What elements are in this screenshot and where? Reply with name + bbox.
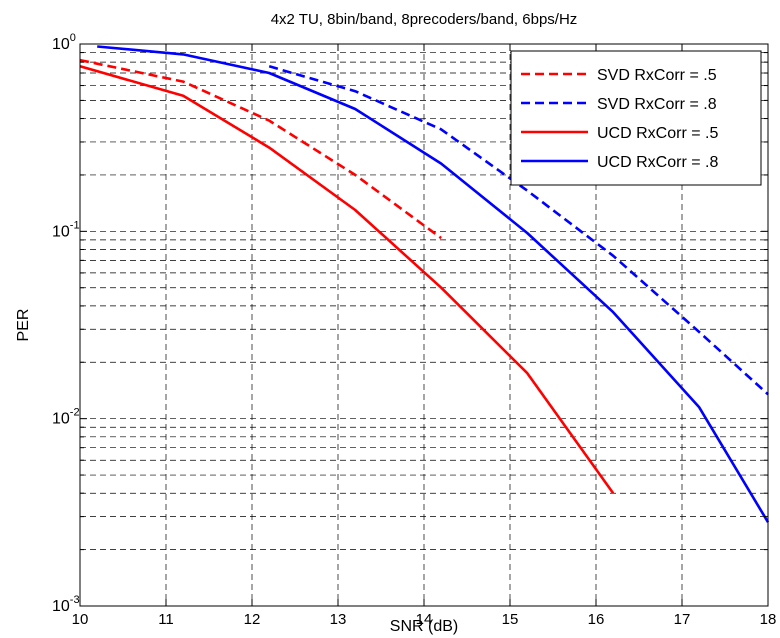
x-tick-labels: 10 11 12 13 14 15 16 17 18	[72, 611, 777, 628]
series-line-1	[79, 58, 442, 240]
legend: SVD RxCorr = .5 SVD RxCorr = .8 UCD RxCorr…	[510, 50, 762, 186]
series-line-2	[268, 65, 769, 396]
legend-label-2: SVD RxCorr = .8	[597, 96, 717, 113]
legend-label-4: UCD RxCorr = .8	[597, 154, 718, 171]
x-tick-label: 14	[416, 611, 433, 628]
y-tick-label: 10-3	[52, 594, 80, 615]
series-line-3	[79, 65, 615, 494]
series-line-4	[97, 45, 770, 523]
x-tick-label: 18	[760, 611, 777, 628]
x-tick-label: 11	[158, 611, 174, 628]
y-tick-label: 10-2	[52, 407, 80, 428]
x-tick-label: 17	[674, 611, 691, 628]
chart-title: 4x2 TU, 8bin/band, 8precoders/band, 6bps…	[271, 11, 578, 28]
x-tick-label: 16	[588, 611, 605, 628]
y-tick-labels: 10-3 10-2 10-1 100	[52, 32, 80, 615]
y-tick-label: 10-1	[52, 219, 80, 240]
x-tick-label: 12	[244, 611, 261, 628]
x-tick-label: 13	[330, 611, 347, 628]
series-lines	[79, 45, 770, 523]
legend-label-3: UCD RxCorr = .5	[597, 125, 718, 142]
legend-label-1: SVD RxCorr = .5	[597, 67, 717, 84]
x-tick-label: 10	[72, 611, 89, 628]
axis-ticks	[79, 44, 769, 607]
x-tick-label: 15	[502, 611, 519, 628]
y-axis-label: PER	[15, 309, 32, 342]
x-axis-label: SNR (dB)	[390, 618, 458, 635]
y-tick-label: 100	[52, 32, 76, 53]
